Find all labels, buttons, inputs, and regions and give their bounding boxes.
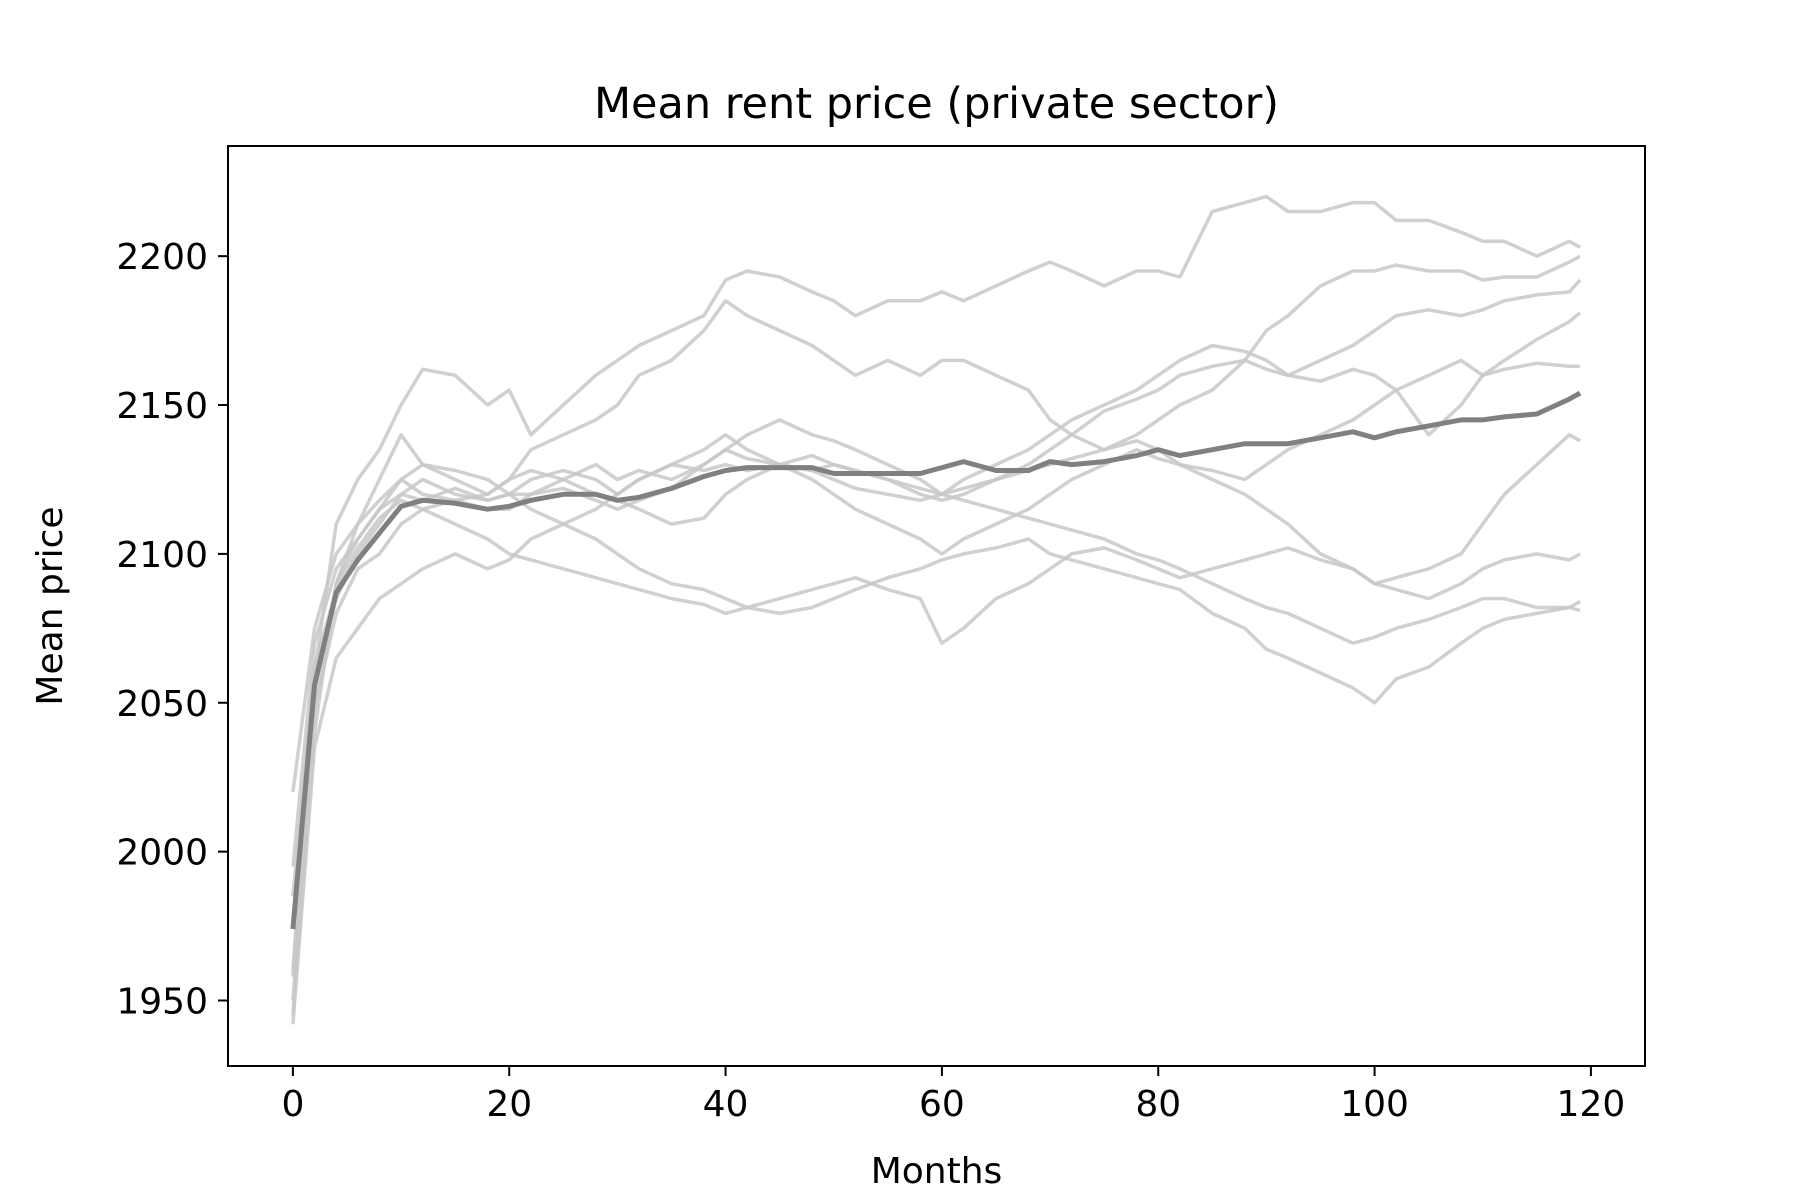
y-axis-ticks: 1950 2000 2050 2100 2150 2200 xyxy=(116,237,228,1022)
y-tick-label: 2000 xyxy=(116,833,208,874)
simulation-run-line-7 xyxy=(291,462,1581,977)
x-tick-label: 0 xyxy=(281,1084,304,1125)
x-tick-label: 40 xyxy=(703,1084,749,1125)
x-axis-label: Months xyxy=(871,1151,1003,1192)
x-tick-label: 80 xyxy=(1135,1084,1181,1125)
y-tick-label: 2050 xyxy=(116,684,208,725)
plot-frame xyxy=(227,145,1646,1067)
simulation-run-line-5 xyxy=(291,311,1582,1025)
y-tick-label: 2200 xyxy=(116,237,208,278)
x-tick-label: 60 xyxy=(919,1084,965,1125)
y-tick-label: 2150 xyxy=(116,386,208,427)
y-tick-label: 1950 xyxy=(116,981,208,1022)
x-axis-ticks: 0 20 40 60 80 100 120 xyxy=(281,1066,1625,1125)
simulation-run-line-8 xyxy=(291,453,1581,1001)
y-axis-label: Mean price xyxy=(30,506,71,705)
y-tick-label: 2100 xyxy=(116,535,208,576)
simulation-run-line-9 xyxy=(291,433,1581,897)
series-layer xyxy=(290,194,1582,1025)
mean-series-line xyxy=(290,390,1582,930)
x-tick-label: 120 xyxy=(1557,1084,1626,1125)
x-tick-label: 20 xyxy=(486,1084,532,1125)
chart-title: Mean rent price (private sector) xyxy=(594,79,1279,129)
simulation-run-line-1 xyxy=(291,194,1581,971)
x-tick-label: 100 xyxy=(1340,1084,1409,1125)
